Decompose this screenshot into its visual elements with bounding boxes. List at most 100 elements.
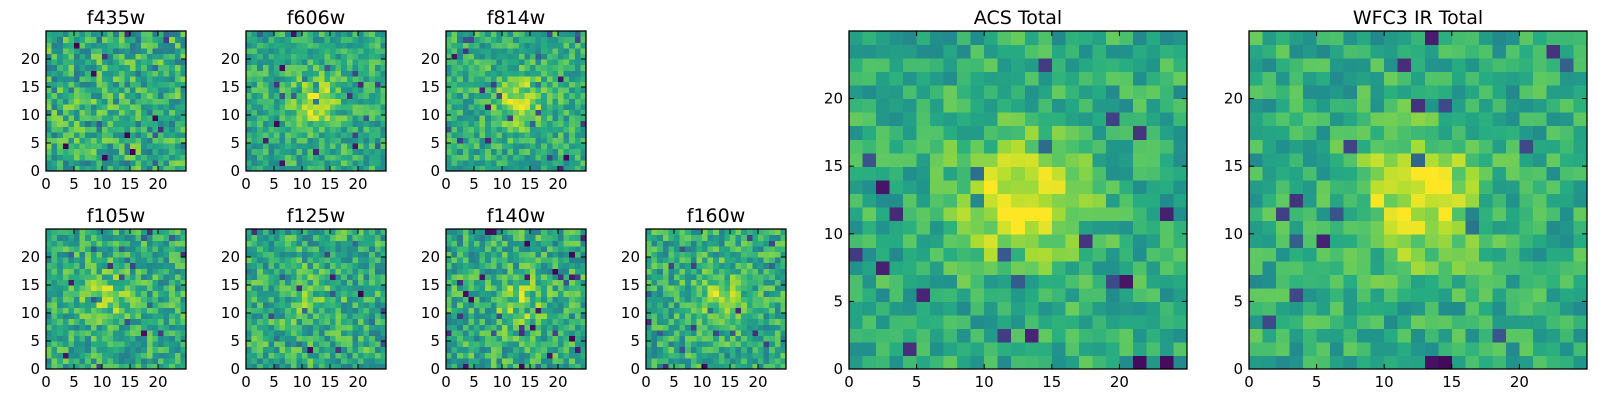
heatmap-cell: [380, 70, 387, 77]
heatmap-cell: [274, 31, 281, 38]
heatmap-cell: [685, 341, 692, 348]
heatmap-cell: [563, 98, 570, 105]
heatmap-cell: [1078, 166, 1093, 181]
heatmap-cell: [302, 131, 309, 138]
heatmap-cell: [485, 98, 492, 105]
heatmap-cell: [690, 273, 697, 280]
heatmap-cell: [346, 120, 353, 127]
heatmap-cell: [68, 120, 75, 127]
heatmap-cell: [552, 148, 559, 155]
heatmap-cell: [462, 109, 469, 116]
heatmap-cell: [1038, 341, 1053, 357]
heatmap-cell: [251, 296, 258, 303]
heatmap-cell: [507, 126, 514, 133]
heatmap-cell: [679, 273, 686, 280]
heatmap-cell: [279, 98, 286, 105]
heatmap-cell: [457, 245, 464, 252]
heatmap-cell: [507, 165, 514, 172]
heatmap-cell: [457, 59, 464, 66]
heatmap-cell: [130, 75, 137, 82]
heatmap-cell: [290, 341, 297, 348]
heatmap-cell: [374, 42, 381, 49]
heatmap-cell: [118, 279, 125, 286]
heatmap-cell: [696, 285, 703, 292]
heatmap-cell: [135, 290, 142, 297]
heatmap-cell: [524, 346, 531, 353]
heatmap-cell: [479, 165, 486, 172]
heatmap-cell: [713, 229, 720, 236]
heatmap-cell: [324, 92, 331, 99]
heatmap-cell: [113, 335, 120, 342]
heatmap-cell: [546, 324, 553, 331]
heatmap-cell: [246, 92, 253, 99]
heatmap-cell: [274, 70, 281, 77]
heatmap-cell: [135, 103, 142, 110]
heatmap-cell: [296, 251, 303, 258]
heatmap-cell: [302, 279, 309, 286]
heatmap-cell: [546, 70, 553, 77]
heatmap-cell: [130, 159, 137, 166]
heatmap-cell: [79, 268, 86, 275]
heatmap-cell: [68, 357, 75, 364]
heatmap-cell: [558, 352, 565, 359]
heatmap-cell: [746, 335, 753, 342]
heatmap-cell: [74, 285, 81, 292]
heatmap-cell: [335, 335, 342, 342]
heatmap-cell: [513, 273, 520, 280]
heatmap-cell: [257, 165, 264, 172]
heatmap-cell: [246, 126, 253, 133]
heatmap-cell: [1119, 314, 1134, 330]
heatmap-cell: [763, 313, 770, 320]
heatmap-cell: [380, 120, 387, 127]
heatmap-cell: [302, 234, 309, 241]
heatmap-cell: [268, 313, 275, 320]
heatmap-cell: [174, 363, 181, 370]
heatmap-cell: [462, 126, 469, 133]
heatmap-cell: [307, 357, 314, 364]
heatmap-cell: [374, 115, 381, 122]
heatmap-cell: [1024, 206, 1039, 221]
heatmap-cell: [646, 285, 653, 292]
heatmap-cell: [690, 335, 697, 342]
heatmap-cell: [324, 363, 331, 370]
heatmap-cell: [152, 346, 159, 353]
heatmap-cell: [68, 59, 75, 66]
heatmap-cell: [79, 148, 86, 155]
heatmap-cell: [1038, 260, 1053, 275]
heatmap-cell: [1078, 301, 1093, 316]
heatmap-cell: [457, 313, 464, 320]
heatmap-cell: [707, 229, 714, 236]
heatmap-cell: [563, 42, 570, 49]
heatmap-cell: [174, 115, 181, 122]
heatmap-cell: [62, 318, 69, 325]
heatmap-cell: [696, 296, 703, 303]
heatmap-cell: [970, 220, 985, 235]
heatmap-cell: [507, 70, 514, 77]
y-tick-label: 15: [421, 78, 440, 96]
heatmap-cell: [490, 285, 497, 292]
heatmap-cell: [96, 120, 103, 127]
heatmap-cell: [85, 307, 92, 314]
heatmap-cell: [696, 251, 703, 258]
heatmap-cell: [279, 273, 286, 280]
heatmap-cell: [363, 47, 370, 54]
heatmap-cell: [152, 234, 159, 241]
heatmap-cell: [563, 103, 570, 110]
heatmap-cell: [735, 268, 742, 275]
heatmap-cell: [862, 166, 877, 181]
x-tick-label: 10: [292, 373, 311, 391]
heatmap-cell: [346, 318, 353, 325]
heatmap-cell: [552, 126, 559, 133]
heatmap-cell: [135, 115, 142, 122]
heatmap-cell: [541, 352, 548, 359]
heatmap-cell: [707, 335, 714, 342]
heatmap-cell: [1024, 287, 1039, 302]
heatmap-cell: [113, 159, 120, 166]
heatmap-cell: [769, 301, 776, 308]
heatmap-cell: [507, 268, 514, 275]
heatmap-cell: [51, 98, 58, 105]
heatmap-cell: [468, 296, 475, 303]
heatmap-cell: [158, 92, 165, 99]
heatmap-cell: [580, 234, 587, 241]
heatmap-cell: [290, 47, 297, 54]
